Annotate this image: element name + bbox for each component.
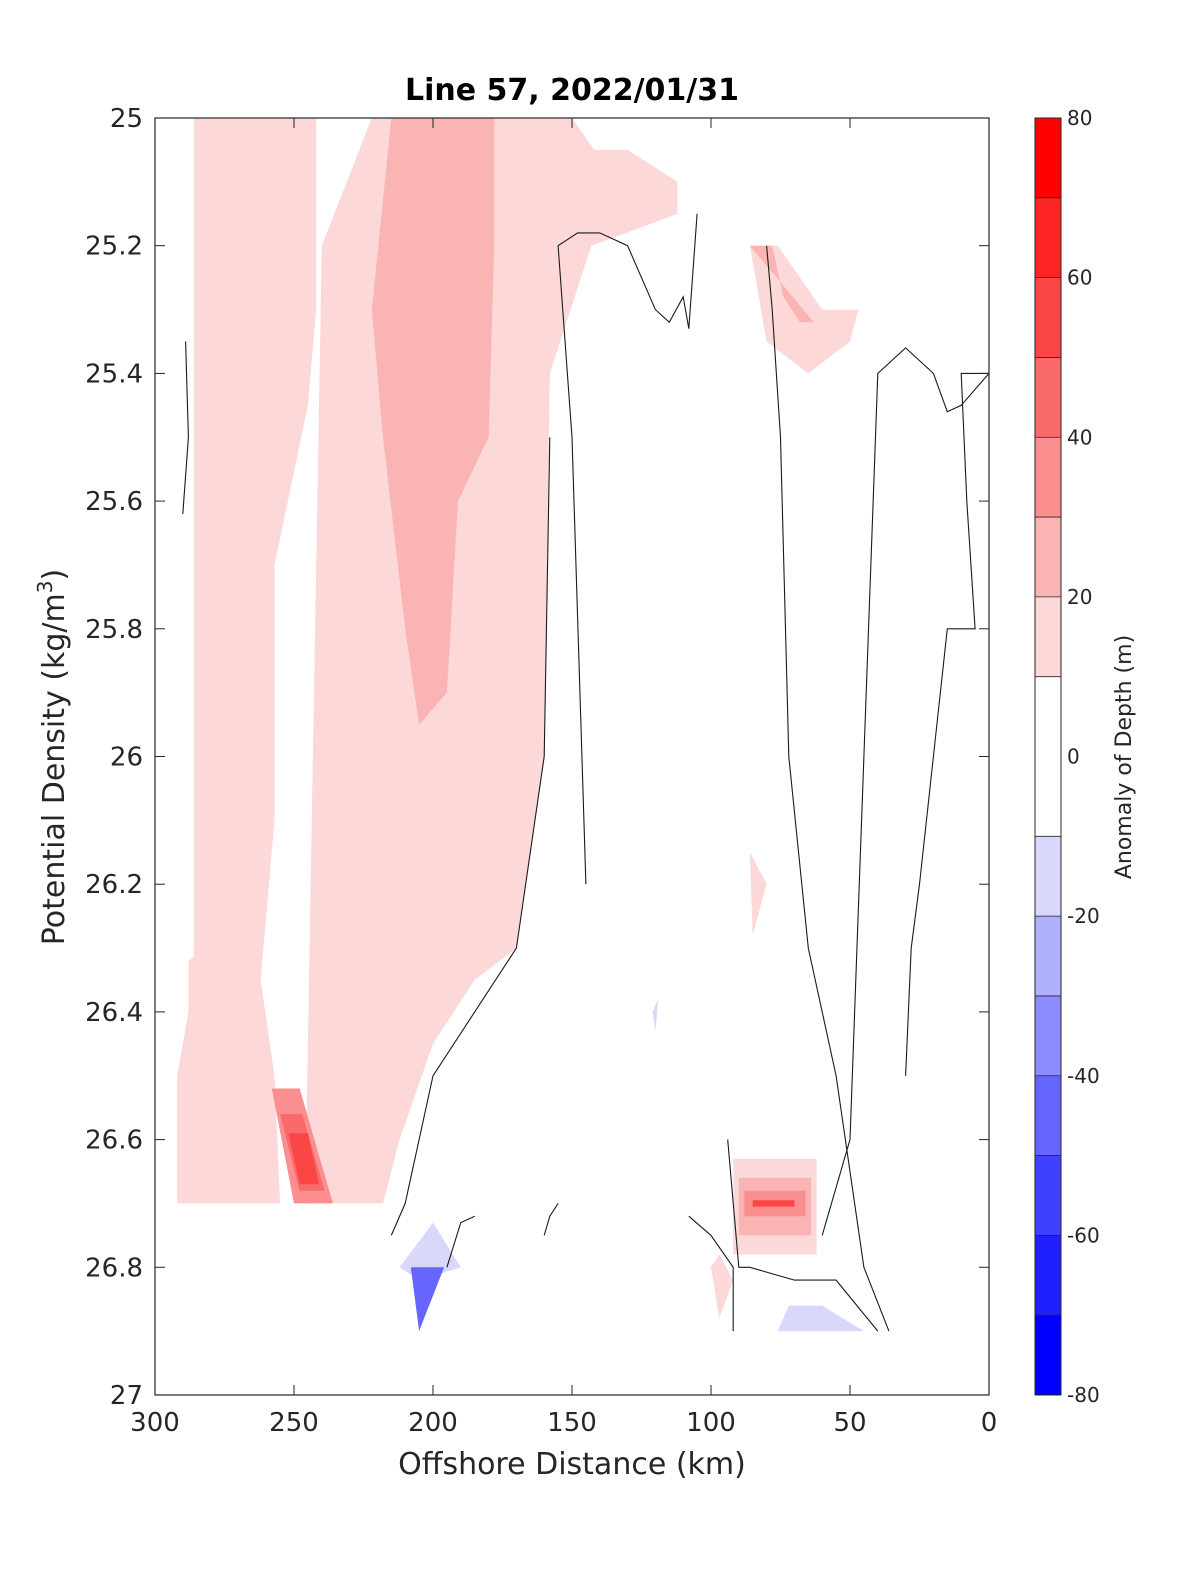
- x-axis: 300 250 200 150 100 50 0: [130, 118, 997, 1438]
- colorbar-tick-label: -40: [1067, 1064, 1100, 1088]
- colorbar-tick-label: 40: [1067, 425, 1092, 449]
- chart-title: Line 57, 2022/01/31: [405, 73, 739, 108]
- colorbar-segment: [1035, 1155, 1061, 1236]
- colorbar-segment: [1035, 836, 1061, 917]
- colorbar: 80 60 40 20 0 -20 -40 -60 -80: [1034, 106, 1100, 1407]
- contour-fill-layer: [177, 118, 864, 1332]
- colorbar-tick-label: -60: [1067, 1223, 1100, 1247]
- y-axis-label: Potential Density (kg/m3): [33, 569, 72, 945]
- colorbar-tick-label: 20: [1067, 585, 1092, 609]
- y-tick-label: 25.6: [85, 487, 143, 517]
- x-tick-label: 0: [981, 1408, 998, 1438]
- x-tick-label: 300: [130, 1408, 180, 1438]
- contour-region: [193, 118, 317, 1140]
- contour-region: [777, 1305, 864, 1332]
- colorbar-segment: [1035, 1235, 1061, 1316]
- zero-contour-line: [905, 372, 989, 1076]
- zero-contour-line: [390, 437, 551, 1236]
- contour-region: [711, 1254, 734, 1319]
- x-tick-label: 100: [686, 1408, 736, 1438]
- x-tick-label: 50: [833, 1408, 866, 1438]
- colorbar-segment: [1035, 277, 1061, 358]
- contour-region: [399, 1222, 461, 1281]
- zero-contour-line: [688, 1215, 734, 1332]
- zero-contour-line: [446, 1215, 475, 1268]
- colorbar-segment: [1035, 596, 1061, 677]
- colorbar-segment: [1035, 197, 1061, 278]
- colorbar-segment: [1035, 676, 1061, 837]
- colorbar-segment: [1035, 357, 1061, 438]
- x-tick-label: 250: [269, 1408, 319, 1438]
- contour-region: [288, 1133, 319, 1185]
- x-tick-label: 150: [547, 1408, 597, 1438]
- zero-contour-line: [182, 341, 189, 514]
- colorbar-tick-label: 0: [1067, 745, 1080, 769]
- colorbar-label: Anomaly of Depth (m): [1112, 635, 1137, 879]
- contour-region: [752, 1200, 795, 1207]
- colorbar-segment: [1035, 916, 1061, 996]
- colorbar-segment: [1035, 118, 1061, 198]
- contour-region: [410, 1267, 445, 1332]
- y-tick-label: 26.4: [85, 998, 143, 1028]
- zero-contour-line: [821, 347, 989, 1236]
- colorbar-segment: [1035, 1315, 1061, 1395]
- y-tick-label: 26.2: [85, 870, 143, 900]
- colorbar-tick-label: -80: [1067, 1383, 1100, 1407]
- colorbar-tick-label: 80: [1067, 106, 1092, 130]
- y-axis: 25 25.2 25.4 25.6 25.8 26 26.2 26.4 26.6 26.8 27: [85, 104, 989, 1411]
- contour-region: [652, 999, 659, 1032]
- zero-contour-layer: [182, 213, 989, 1332]
- y-tick-label: 26.8: [85, 1253, 143, 1283]
- zero-contour-line: [543, 1203, 559, 1236]
- colorbar-tick-label: -20: [1067, 904, 1100, 928]
- colorbar-segment: [1035, 437, 1061, 518]
- contour-region: [749, 852, 767, 936]
- colorbar-frame: [1034, 117, 1062, 1396]
- y-tick-label: 27: [110, 1381, 143, 1411]
- colorbar-segment: [1035, 517, 1061, 597]
- contour-region: [371, 118, 495, 725]
- contour-region: [749, 245, 814, 323]
- y-tick-label: 25.8: [85, 615, 143, 645]
- colorbar-segment: [1035, 1075, 1061, 1156]
- zero-contour-line: [557, 213, 698, 885]
- y-tick-label: 25: [110, 104, 143, 134]
- colorbar-tick-label: 60: [1067, 266, 1092, 290]
- y-tick-label: 26.6: [85, 1126, 143, 1156]
- x-tick-label: 200: [408, 1408, 458, 1438]
- y-tick-label: 25.2: [85, 232, 143, 262]
- contour-region: [177, 948, 281, 1204]
- zero-contour-line: [766, 245, 890, 1332]
- zero-contour-line: [727, 1139, 879, 1332]
- y-tick-label: 25.4: [85, 359, 143, 389]
- colorbar-segment: [1035, 995, 1061, 1076]
- y-tick-label: 26: [110, 743, 143, 773]
- x-axis-label: Offshore Distance (km): [398, 1447, 746, 1482]
